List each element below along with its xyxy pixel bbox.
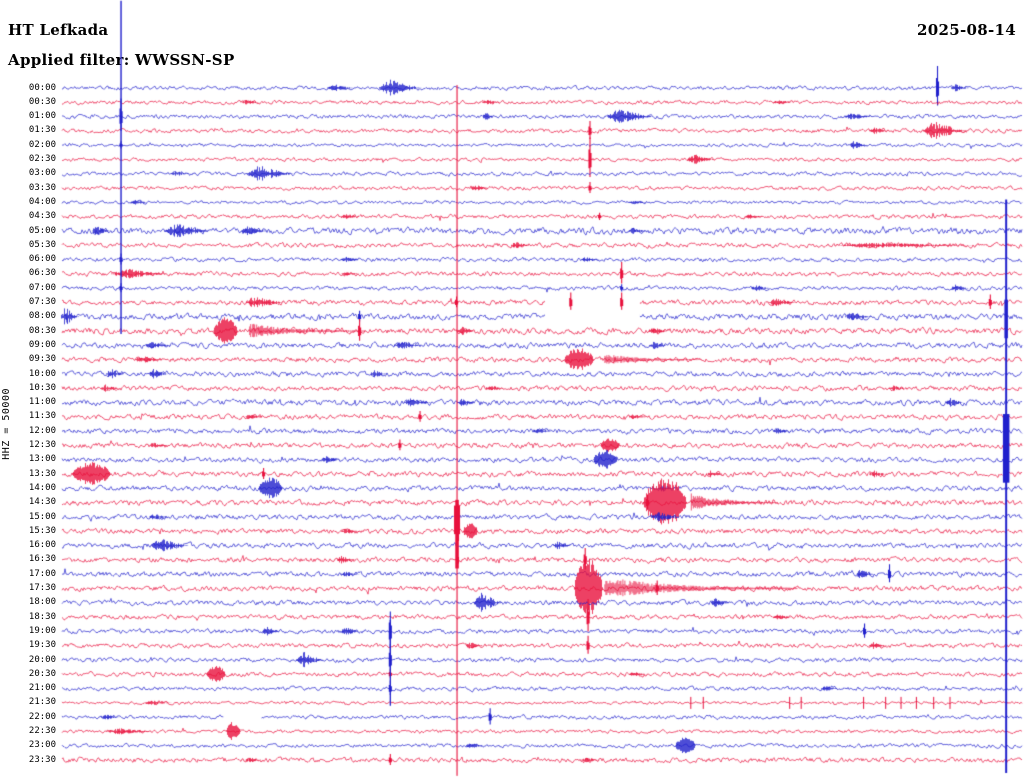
helicorder-canvas bbox=[0, 0, 1024, 780]
helicorder-page: HT Lefkada 2025-08-14 Applied filter: WW… bbox=[0, 0, 1024, 780]
